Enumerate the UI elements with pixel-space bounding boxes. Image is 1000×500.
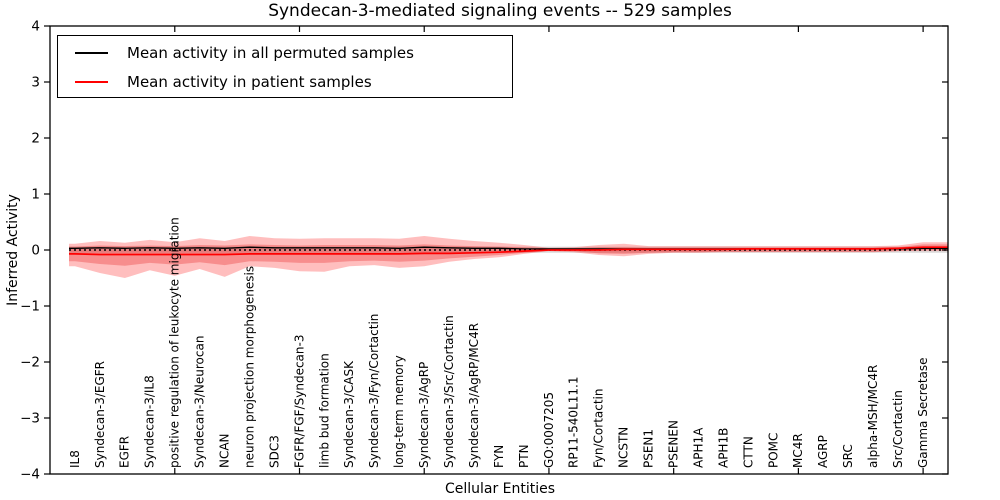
patient-mean-line — [69, 246, 948, 256]
x-category-label: Syndecan-3/Src/Cortactin — [442, 315, 456, 468]
x-category-label: RP11-540L11.1 — [567, 377, 581, 468]
x-category-label: PSEN1 — [642, 429, 656, 468]
x-category-label: Syndecan-3/Fyn/Cortactin — [367, 314, 381, 468]
x-category-label: APH1A — [691, 427, 705, 468]
x-category-label: FYN — [492, 445, 506, 468]
legend-item-label: Mean activity in patient samples — [127, 72, 372, 91]
x-category-label: AGRP — [816, 435, 830, 468]
legend-item: Mean activity in all permuted samples — [58, 38, 512, 67]
x-category-label: Syndecan-3/IL8 — [143, 375, 157, 468]
patient-line-swatch — [75, 80, 108, 83]
permuted-band — [69, 246, 948, 253]
x-category-label: GO:0007205 — [542, 392, 556, 468]
y-tick-label: −4 — [20, 467, 40, 483]
y-tick-label: 4 — [31, 19, 40, 35]
chart-title: Syndecan-3-mediated signaling events -- … — [268, 1, 732, 21]
x-category-label: Syndecan-3/CASK — [342, 360, 356, 468]
x-category-label: EGFR — [118, 436, 132, 468]
x-category-label: Syndecan-3/EGFR — [93, 361, 107, 468]
x-category-label: positive regulation of leukocyte migrati… — [168, 217, 182, 468]
x-category-label: PSENEN — [667, 420, 681, 468]
x-category-label: PTN — [517, 444, 531, 468]
y-tick-label: 0 — [31, 243, 40, 259]
x-category-label: alpha-MSH/MC4R — [866, 365, 880, 468]
permuted-line-swatch — [75, 51, 108, 54]
y-tick-label: 3 — [31, 75, 40, 91]
x-category-label: MC4R — [791, 433, 805, 468]
legend: Mean activity in all permuted samples Me… — [57, 35, 513, 98]
x-category-label: SRC — [841, 444, 855, 468]
x-category-label: Src/Cortactin — [891, 390, 905, 468]
patient-band-outer — [69, 236, 948, 278]
x-category-label: NCAN — [218, 433, 232, 468]
x-category-label: Syndecan-3/AgRP — [417, 362, 431, 468]
x-category-label: Fyn/Cortactin — [592, 388, 606, 468]
y-tick-label: −3 — [20, 411, 40, 427]
y-tick-label: 2 — [31, 131, 40, 147]
legend-item-label: Mean activity in all permuted samples — [127, 43, 414, 62]
x-category-label: SDC3 — [267, 435, 281, 468]
x-category-label: APH1B — [716, 428, 730, 468]
x-category-label: neuron projection morphogenesis — [242, 266, 256, 468]
y-tick-label: −1 — [20, 299, 40, 315]
x-category-label: Gamma Secretase — [916, 357, 930, 468]
x-category-label: Syndecan-3/Neurocan — [193, 336, 207, 468]
x-axis-label: Cellular Entities — [444, 481, 556, 497]
x-category-label: Syndecan-3/AgRP/MC4R — [467, 323, 481, 468]
x-category-label: limb bud formation — [317, 353, 331, 468]
x-category-label: FGFR/FGF/Syndecan-3 — [292, 335, 306, 468]
x-category-label: NCSTN — [617, 427, 631, 468]
x-category-label: long-term memory — [392, 355, 406, 468]
x-category-label: POMC — [766, 433, 780, 468]
x-category-label: IL8 — [68, 450, 82, 468]
y-tick-label: −2 — [20, 355, 40, 371]
legend-item: Mean activity in patient samples — [58, 67, 512, 96]
y-tick-label: 1 — [31, 187, 40, 203]
x-category-label: CTTN — [741, 436, 755, 468]
